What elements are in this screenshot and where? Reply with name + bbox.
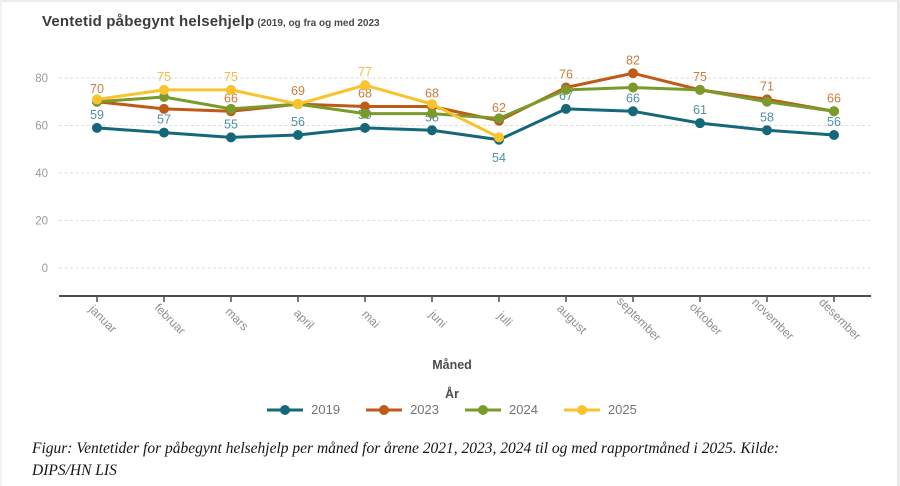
x-tick-label: desember [816,295,864,343]
data-point-2024 [360,108,370,119]
x-tick-label: februar [152,301,189,338]
x-tick-label: april [291,306,317,332]
series-line-2019 [95,107,836,142]
legend-item-2025: 2025 [563,402,637,417]
value-label-2023: 66 [827,91,841,105]
figure-caption: Figur: Ventetider for påbegynt helsehjel… [32,440,780,479]
data-point-2024 [494,113,504,124]
data-point-2025 [293,99,303,110]
value-label-2023: 69 [291,84,305,98]
value-label-2019: 56 [291,115,305,129]
chart-title-text: Ventetid påbegynt helsehjelp [42,13,255,30]
data-point-2019 [427,125,437,136]
data-point-2019 [293,130,303,140]
value-label-2023: 62 [492,101,506,115]
x-tick-label: september [614,294,664,344]
value-label-2019: 61 [693,103,707,117]
series-2019: 595755565958546766615856 [90,89,841,165]
data-point-2019 [829,130,839,140]
data-point-2024 [427,108,437,119]
legend-swatch-2025 [563,404,600,415]
data-point-2023 [159,103,169,114]
data-point-2024 [762,96,772,107]
data-point-2019 [226,132,236,143]
data-point-2025 [92,94,102,105]
x-tick-label: januar [86,302,120,336]
series-2025: 75 75 77 [92,65,504,143]
value-label-2019: 54 [492,151,506,165]
legend-label-2019: 2019 [311,402,341,417]
value-label-2023: 68 [358,87,372,101]
legend-swatch-2023 [366,404,403,415]
data-point-2024 [226,103,236,114]
y-tick-label: 0 [42,263,48,275]
data-point-2019 [360,122,370,133]
value-label-2025: 75 [157,70,171,84]
data-point-2025 [159,84,169,95]
data-point-2025 [427,99,437,110]
x-tick-label: juli [494,308,515,329]
x-tick-label: mars [223,305,252,334]
legend-label-2024: 2024 [509,402,538,417]
x-tick-label: oktober [687,300,725,338]
chart-title-note: (2019, og fra og med 2023 [257,18,380,29]
data-point-2019 [159,127,169,138]
legend-item-2024: 2024 [465,402,538,417]
x-tick-label: mai [359,307,383,331]
data-point-2025 [226,84,236,95]
data-point-2024 [695,84,705,95]
data-point-2024 [561,84,571,95]
data-point-2019 [762,125,772,136]
x-tick-label: november [749,295,797,343]
value-label-2019: 66 [626,91,640,105]
legend-item-2023: 2023 [366,402,439,417]
y-tick-label: 40 [35,168,48,180]
value-label-2019: 58 [760,110,774,124]
value-label-2023: 66 [224,91,238,105]
legend: 2019 2023 2024 2025 [2,402,897,417]
value-label-2025: 77 [358,65,372,79]
data-point-2024 [159,92,169,102]
series-line-2023 [95,71,836,123]
data-point-2023 [360,101,370,112]
legend-label-2025: 2025 [607,402,637,417]
value-label-2023: 75 [693,70,707,84]
line-chart: 0 20 40 60 80 januar februar mars april mai juni ju… [35,53,871,344]
value-label-2023: 71 [760,79,774,93]
x-tick-label: august [554,301,590,337]
y-tick-label: 60 [35,121,48,133]
data-point-2024 [628,82,638,93]
data-point-2025 [494,132,504,143]
data-point-2019 [695,118,705,129]
value-label-2025: 75 [224,70,238,84]
series-line-2024 [95,86,836,120]
x-tick-label: juni [426,307,450,331]
chart-title: Ventetid påbegynt helsehjelp (2019, og fr… [42,13,380,31]
legend-swatch-2019 [267,404,304,415]
value-label-2019: 59 [90,108,104,122]
data-point-2025 [360,80,370,91]
data-point-2019 [561,103,571,114]
data-point-2023 [628,68,638,79]
value-label-2023: 82 [626,53,640,67]
value-label-2023: 76 [559,68,573,82]
legend-title: År [445,387,459,401]
legend-label-2023: 2023 [410,402,439,417]
value-label-2019: 56 [827,115,841,129]
legend-item-2019: 2019 [267,402,340,417]
y-tick-label: 20 [35,216,48,228]
y-tick-label: 80 [35,73,48,85]
data-point-2019 [92,122,102,133]
value-label-2019: 57 [157,113,171,127]
value-label-2023: 68 [425,87,439,101]
value-label-2023: 70 [90,82,104,96]
x-axis-title: Måned [432,358,472,372]
data-point-2019 [628,106,638,117]
data-point-2024 [829,106,839,117]
value-label-2019: 55 [224,117,238,131]
legend-swatch-2024 [465,404,501,415]
